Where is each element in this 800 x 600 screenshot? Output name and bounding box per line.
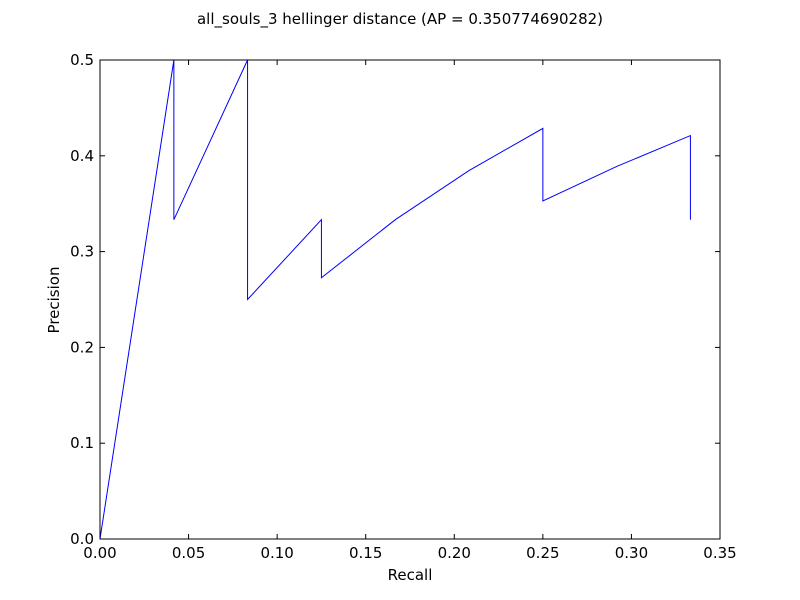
y-tick-label: 0.4 xyxy=(70,147,94,165)
x-tick-label: 0.10 xyxy=(260,544,293,562)
x-tick-label: 0.15 xyxy=(349,544,382,562)
plot-area xyxy=(99,59,691,540)
x-tick-label: 0.25 xyxy=(526,544,559,562)
chart-title: all_souls_3 hellinger distance (AP = 0.3… xyxy=(197,10,603,29)
y-tick-label: 0.1 xyxy=(70,434,94,452)
y-tick-label: 0.3 xyxy=(70,243,94,261)
x-axis: 0.00 0.05 0.10 0.15 0.20 0.25 0.30 0.35 xyxy=(83,60,737,562)
x-tick-label: 0.30 xyxy=(615,544,648,562)
series-line-0 xyxy=(99,59,691,540)
y-tick-label: 0.2 xyxy=(70,338,94,356)
axes-frame xyxy=(99,59,721,540)
y-tick-label: 0.0 xyxy=(70,530,94,548)
x-tick-label: 0.35 xyxy=(703,544,736,562)
x-tick-label: 0.05 xyxy=(172,544,205,562)
x-tick-label: 0.00 xyxy=(83,544,116,562)
y-axis: 0.0 0.1 0.2 0.3 0.4 0.5 xyxy=(70,51,720,548)
x-axis-label: Recall xyxy=(388,566,433,584)
y-tick-label: 0.5 xyxy=(70,51,94,69)
y-axis-label: Precision xyxy=(45,267,63,334)
x-tick-label: 0.20 xyxy=(438,544,471,562)
